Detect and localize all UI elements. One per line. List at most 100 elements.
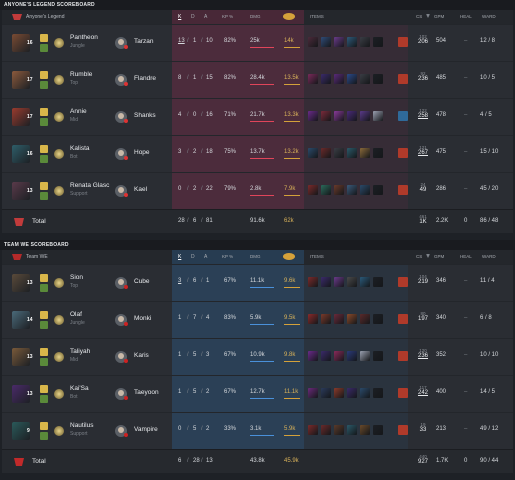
column-header-heal[interactable]: HEAL [460, 14, 472, 19]
item-slot-icon[interactable] [373, 425, 383, 435]
player-name[interactable]: Karis [134, 352, 149, 359]
item-slot-icon[interactable] [347, 388, 357, 398]
player-name[interactable]: Kael [134, 186, 148, 193]
champion-portrait[interactable] [12, 311, 30, 329]
champion-portrait[interactable] [12, 385, 30, 403]
item-slot-icon[interactable] [334, 111, 344, 121]
trinket-icon[interactable] [398, 314, 408, 324]
item-slot-icon[interactable] [373, 37, 383, 47]
item-slot-icon[interactable] [373, 148, 383, 158]
column-header-items[interactable]: ITEMS [310, 14, 324, 19]
column-header-dmg[interactable]: DMG [250, 14, 261, 19]
item-slot-icon[interactable] [308, 185, 318, 195]
player-row[interactable]: 13 Taliyah Mid Karis 1/5/3 67% 10.9k 9.8k 120 236… [2, 338, 513, 375]
item-slot-icon[interactable] [308, 425, 318, 435]
column-header-kp[interactable]: KP % [222, 254, 234, 259]
player-row[interactable]: 13 Kai'Sa Bot Taeyoon 1/5/2 67% 12.7k 11.1k 117 2… [2, 375, 513, 412]
trinket-icon[interactable] [398, 277, 408, 287]
item-slot-icon[interactable] [360, 351, 370, 361]
column-header-a[interactable]: A [204, 14, 208, 20]
column-header-d[interactable]: D [191, 14, 195, 20]
item-slot-icon[interactable] [308, 111, 318, 121]
column-header-gpm[interactable]: GPM [434, 254, 445, 259]
player-row[interactable]: 13 Renata Glasc Support Kael 0/2/22 79% 2.8k 7.… [2, 172, 513, 209]
item-slot-icon[interactable] [308, 148, 318, 158]
item-slot-icon[interactable] [308, 37, 318, 47]
column-header-ward[interactable]: WARD [482, 14, 496, 19]
column-header-cs[interactable]: CS [416, 14, 423, 19]
column-header-items[interactable]: ITEMS [310, 254, 324, 259]
trinket-icon[interactable] [398, 425, 408, 435]
item-slot-icon[interactable] [321, 388, 331, 398]
player-row[interactable]: 9 Nautilus Support Vampire 0/5/2 33% 3.1k 5.9k 1… [2, 412, 513, 449]
player-name[interactable]: Hope [134, 149, 150, 156]
player-row[interactable]: 14 Olaf Jungle Monki 1/7/4 83% 5.9k 9.5k 80 197 34… [2, 301, 513, 338]
player-name[interactable]: Cube [134, 278, 150, 285]
champion-portrait[interactable] [12, 182, 30, 200]
item-slot-icon[interactable] [334, 314, 344, 324]
item-slot-icon[interactable] [347, 277, 357, 287]
column-header-d[interactable]: D [191, 254, 195, 260]
column-header-a[interactable]: A [204, 254, 208, 260]
trinket-icon[interactable] [398, 351, 408, 361]
item-slot-icon[interactable] [321, 148, 331, 158]
item-slot-icon[interactable] [334, 185, 344, 195]
item-slot-icon[interactable] [373, 277, 383, 287]
champion-portrait[interactable] [12, 274, 30, 292]
champion-portrait[interactable] [12, 422, 30, 440]
champion-portrait[interactable] [12, 71, 30, 89]
item-slot-icon[interactable] [321, 74, 331, 84]
item-slot-icon[interactable] [347, 185, 357, 195]
item-slot-icon[interactable] [334, 37, 344, 47]
column-header-cs[interactable]: CS [416, 254, 423, 259]
champion-portrait[interactable] [12, 348, 30, 366]
player-row[interactable]: 13 Sion Top Cube 3/6/1 67% 11.1k 9.6k 104 219 346–… [2, 264, 513, 301]
item-slot-icon[interactable] [334, 148, 344, 158]
item-slot-icon[interactable] [321, 111, 331, 121]
item-slot-icon[interactable] [360, 111, 370, 121]
item-slot-icon[interactable] [360, 314, 370, 324]
item-slot-icon[interactable] [360, 148, 370, 158]
champion-portrait[interactable] [12, 108, 30, 126]
item-slot-icon[interactable] [334, 277, 344, 287]
item-slot-icon[interactable] [321, 425, 331, 435]
item-slot-icon[interactable] [321, 351, 331, 361]
item-slot-icon[interactable] [347, 74, 357, 84]
item-slot-icon[interactable] [308, 74, 318, 84]
item-slot-icon[interactable] [334, 351, 344, 361]
item-slot-icon[interactable] [334, 425, 344, 435]
item-slot-icon[interactable] [321, 185, 331, 195]
trinket-icon[interactable] [398, 111, 408, 121]
column-header-k[interactable]: K [178, 14, 182, 20]
item-slot-icon[interactable] [308, 314, 318, 324]
column-header-k[interactable]: K [178, 254, 182, 260]
item-slot-icon[interactable] [360, 37, 370, 47]
item-slot-icon[interactable] [321, 314, 331, 324]
player-name[interactable]: Tarzan [134, 38, 154, 45]
item-slot-icon[interactable] [334, 388, 344, 398]
player-name[interactable]: Monki [134, 315, 152, 322]
item-slot-icon[interactable] [321, 277, 331, 287]
player-name[interactable]: Taeyoon [134, 389, 159, 396]
item-slot-icon[interactable] [347, 37, 357, 47]
player-row[interactable]: 16 Kalista Bot Hope 3/2/18 75% 13.7k 13.2k 121 26… [2, 135, 513, 172]
player-name[interactable]: Vampire [134, 426, 158, 433]
player-name[interactable]: Flandre [134, 75, 157, 82]
item-slot-icon[interactable] [360, 185, 370, 195]
champion-portrait[interactable] [12, 145, 30, 163]
trinket-icon[interactable] [398, 148, 408, 158]
item-slot-icon[interactable] [360, 388, 370, 398]
trinket-icon[interactable] [398, 74, 408, 84]
item-slot-icon[interactable] [308, 351, 318, 361]
player-name[interactable]: Shanks [134, 112, 156, 119]
item-slot-icon[interactable] [373, 388, 383, 398]
item-slot-icon[interactable] [373, 111, 383, 121]
player-row[interactable]: 17 Annie Mid Shanks 4/0/16 71% 21.7k 13.3k 122 25… [2, 98, 513, 135]
item-slot-icon[interactable] [334, 74, 344, 84]
item-slot-icon[interactable] [373, 351, 383, 361]
trinket-icon[interactable] [398, 37, 408, 47]
column-header-kp[interactable]: KP % [222, 14, 234, 19]
player-row[interactable]: 16 Pantheon Jungle Tarzan 13/1/10 82% 25k 14k 10… [2, 24, 513, 61]
player-row[interactable]: 17 Rumble Top Flandre 8/1/15 82% 28.4k 13.5k 92 2… [2, 61, 513, 98]
item-slot-icon[interactable] [373, 74, 383, 84]
